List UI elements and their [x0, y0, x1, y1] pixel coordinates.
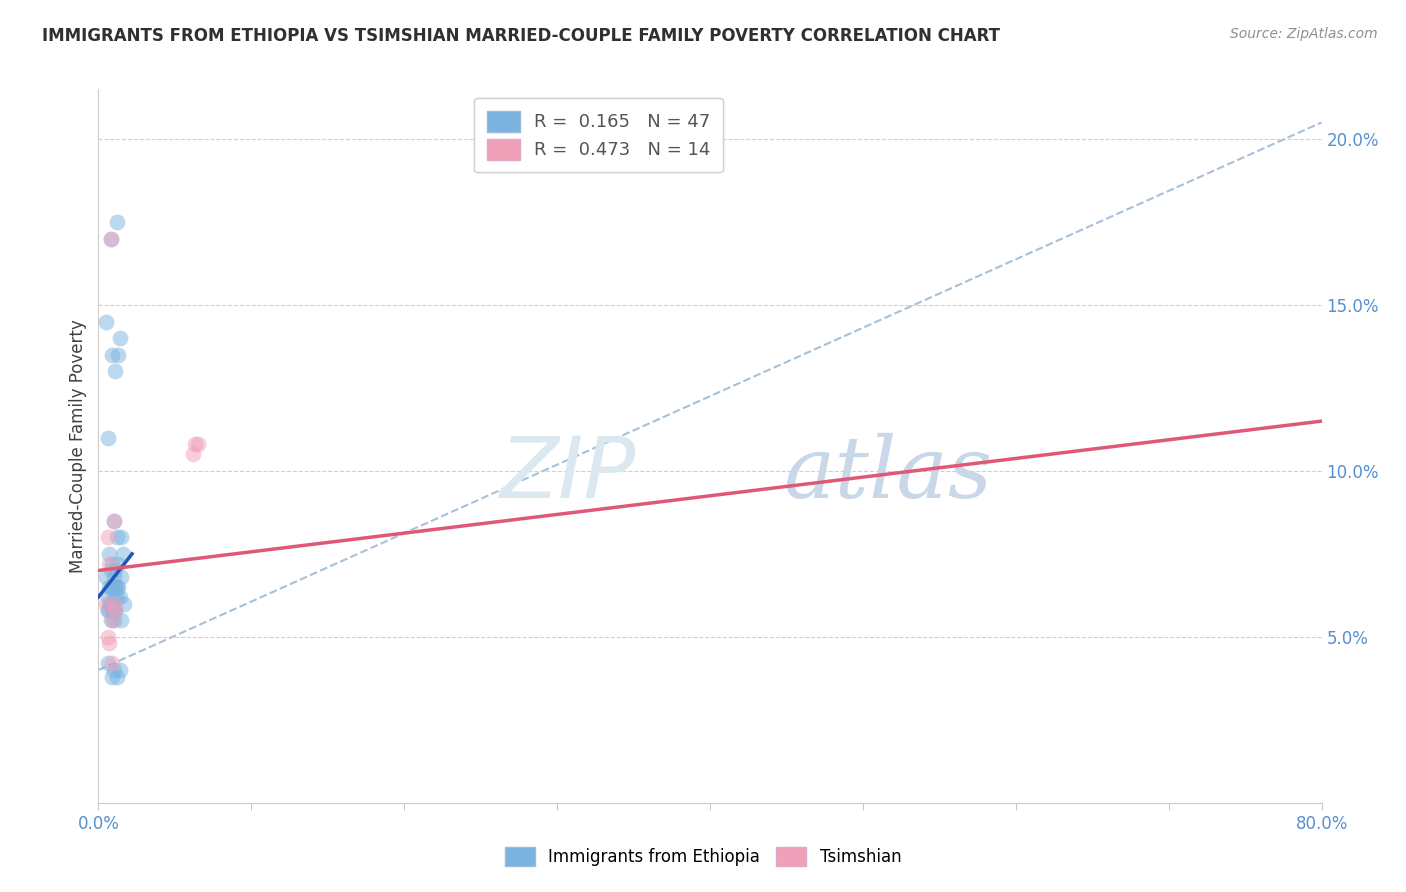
Point — [105, 590, 128, 604]
Point — [98, 557, 121, 571]
Point — [97, 657, 120, 671]
Point — [101, 597, 124, 611]
Legend: R =  0.165   N = 47, R =  0.473   N = 14: R = 0.165 N = 47, R = 0.473 N = 14 — [474, 98, 723, 172]
Point — [103, 597, 125, 611]
Point — [181, 447, 204, 461]
Point — [97, 630, 120, 644]
Point — [101, 613, 124, 627]
Point — [94, 597, 117, 611]
Point — [104, 603, 127, 617]
Point — [104, 580, 127, 594]
Point — [94, 570, 117, 584]
Point — [103, 570, 125, 584]
Point — [100, 564, 122, 578]
Point — [101, 597, 124, 611]
Point — [104, 603, 127, 617]
Point — [105, 530, 128, 544]
Point — [108, 331, 131, 345]
Text: IMMIGRANTS FROM ETHIOPIA VS TSIMSHIAN MARRIED-COUPLE FAMILY POVERTY CORRELATION : IMMIGRANTS FROM ETHIOPIA VS TSIMSHIAN MA… — [42, 27, 1000, 45]
Point — [103, 514, 125, 528]
Point — [108, 663, 131, 677]
Point — [104, 564, 127, 578]
Point — [94, 314, 117, 328]
Point — [101, 557, 124, 571]
Point — [97, 603, 120, 617]
Point — [110, 570, 132, 584]
Point — [111, 547, 134, 561]
Point — [103, 663, 125, 677]
Point — [97, 590, 120, 604]
Point — [100, 231, 122, 245]
Point — [98, 636, 121, 650]
Point — [100, 580, 122, 594]
Text: atlas: atlas — [783, 434, 993, 516]
Point — [98, 597, 121, 611]
Legend: Immigrants from Ethiopia, Tsimshian: Immigrants from Ethiopia, Tsimshian — [496, 838, 910, 875]
Point — [98, 580, 121, 594]
Point — [98, 547, 121, 561]
Point — [110, 530, 132, 544]
Point — [104, 580, 127, 594]
Point — [101, 670, 124, 684]
Point — [104, 364, 127, 378]
Y-axis label: Married-Couple Family Poverty: Married-Couple Family Poverty — [69, 319, 87, 573]
Point — [97, 530, 120, 544]
Point — [100, 613, 122, 627]
Point — [112, 597, 135, 611]
Text: ZIP: ZIP — [501, 433, 637, 516]
Point — [97, 603, 120, 617]
Point — [97, 431, 120, 445]
Point — [107, 580, 129, 594]
Point — [107, 348, 129, 362]
Point — [105, 215, 128, 229]
Point — [103, 514, 125, 528]
Point — [184, 437, 207, 451]
Point — [105, 670, 128, 684]
Point — [103, 590, 125, 604]
Text: Source: ZipAtlas.com: Source: ZipAtlas.com — [1230, 27, 1378, 41]
Point — [103, 603, 125, 617]
Point — [101, 657, 124, 671]
Point — [110, 613, 132, 627]
Point — [187, 437, 209, 451]
Point — [100, 231, 122, 245]
Point — [101, 603, 124, 617]
Point — [103, 613, 125, 627]
Point — [107, 557, 129, 571]
Point — [105, 580, 128, 594]
Point — [108, 590, 131, 604]
Point — [101, 348, 124, 362]
